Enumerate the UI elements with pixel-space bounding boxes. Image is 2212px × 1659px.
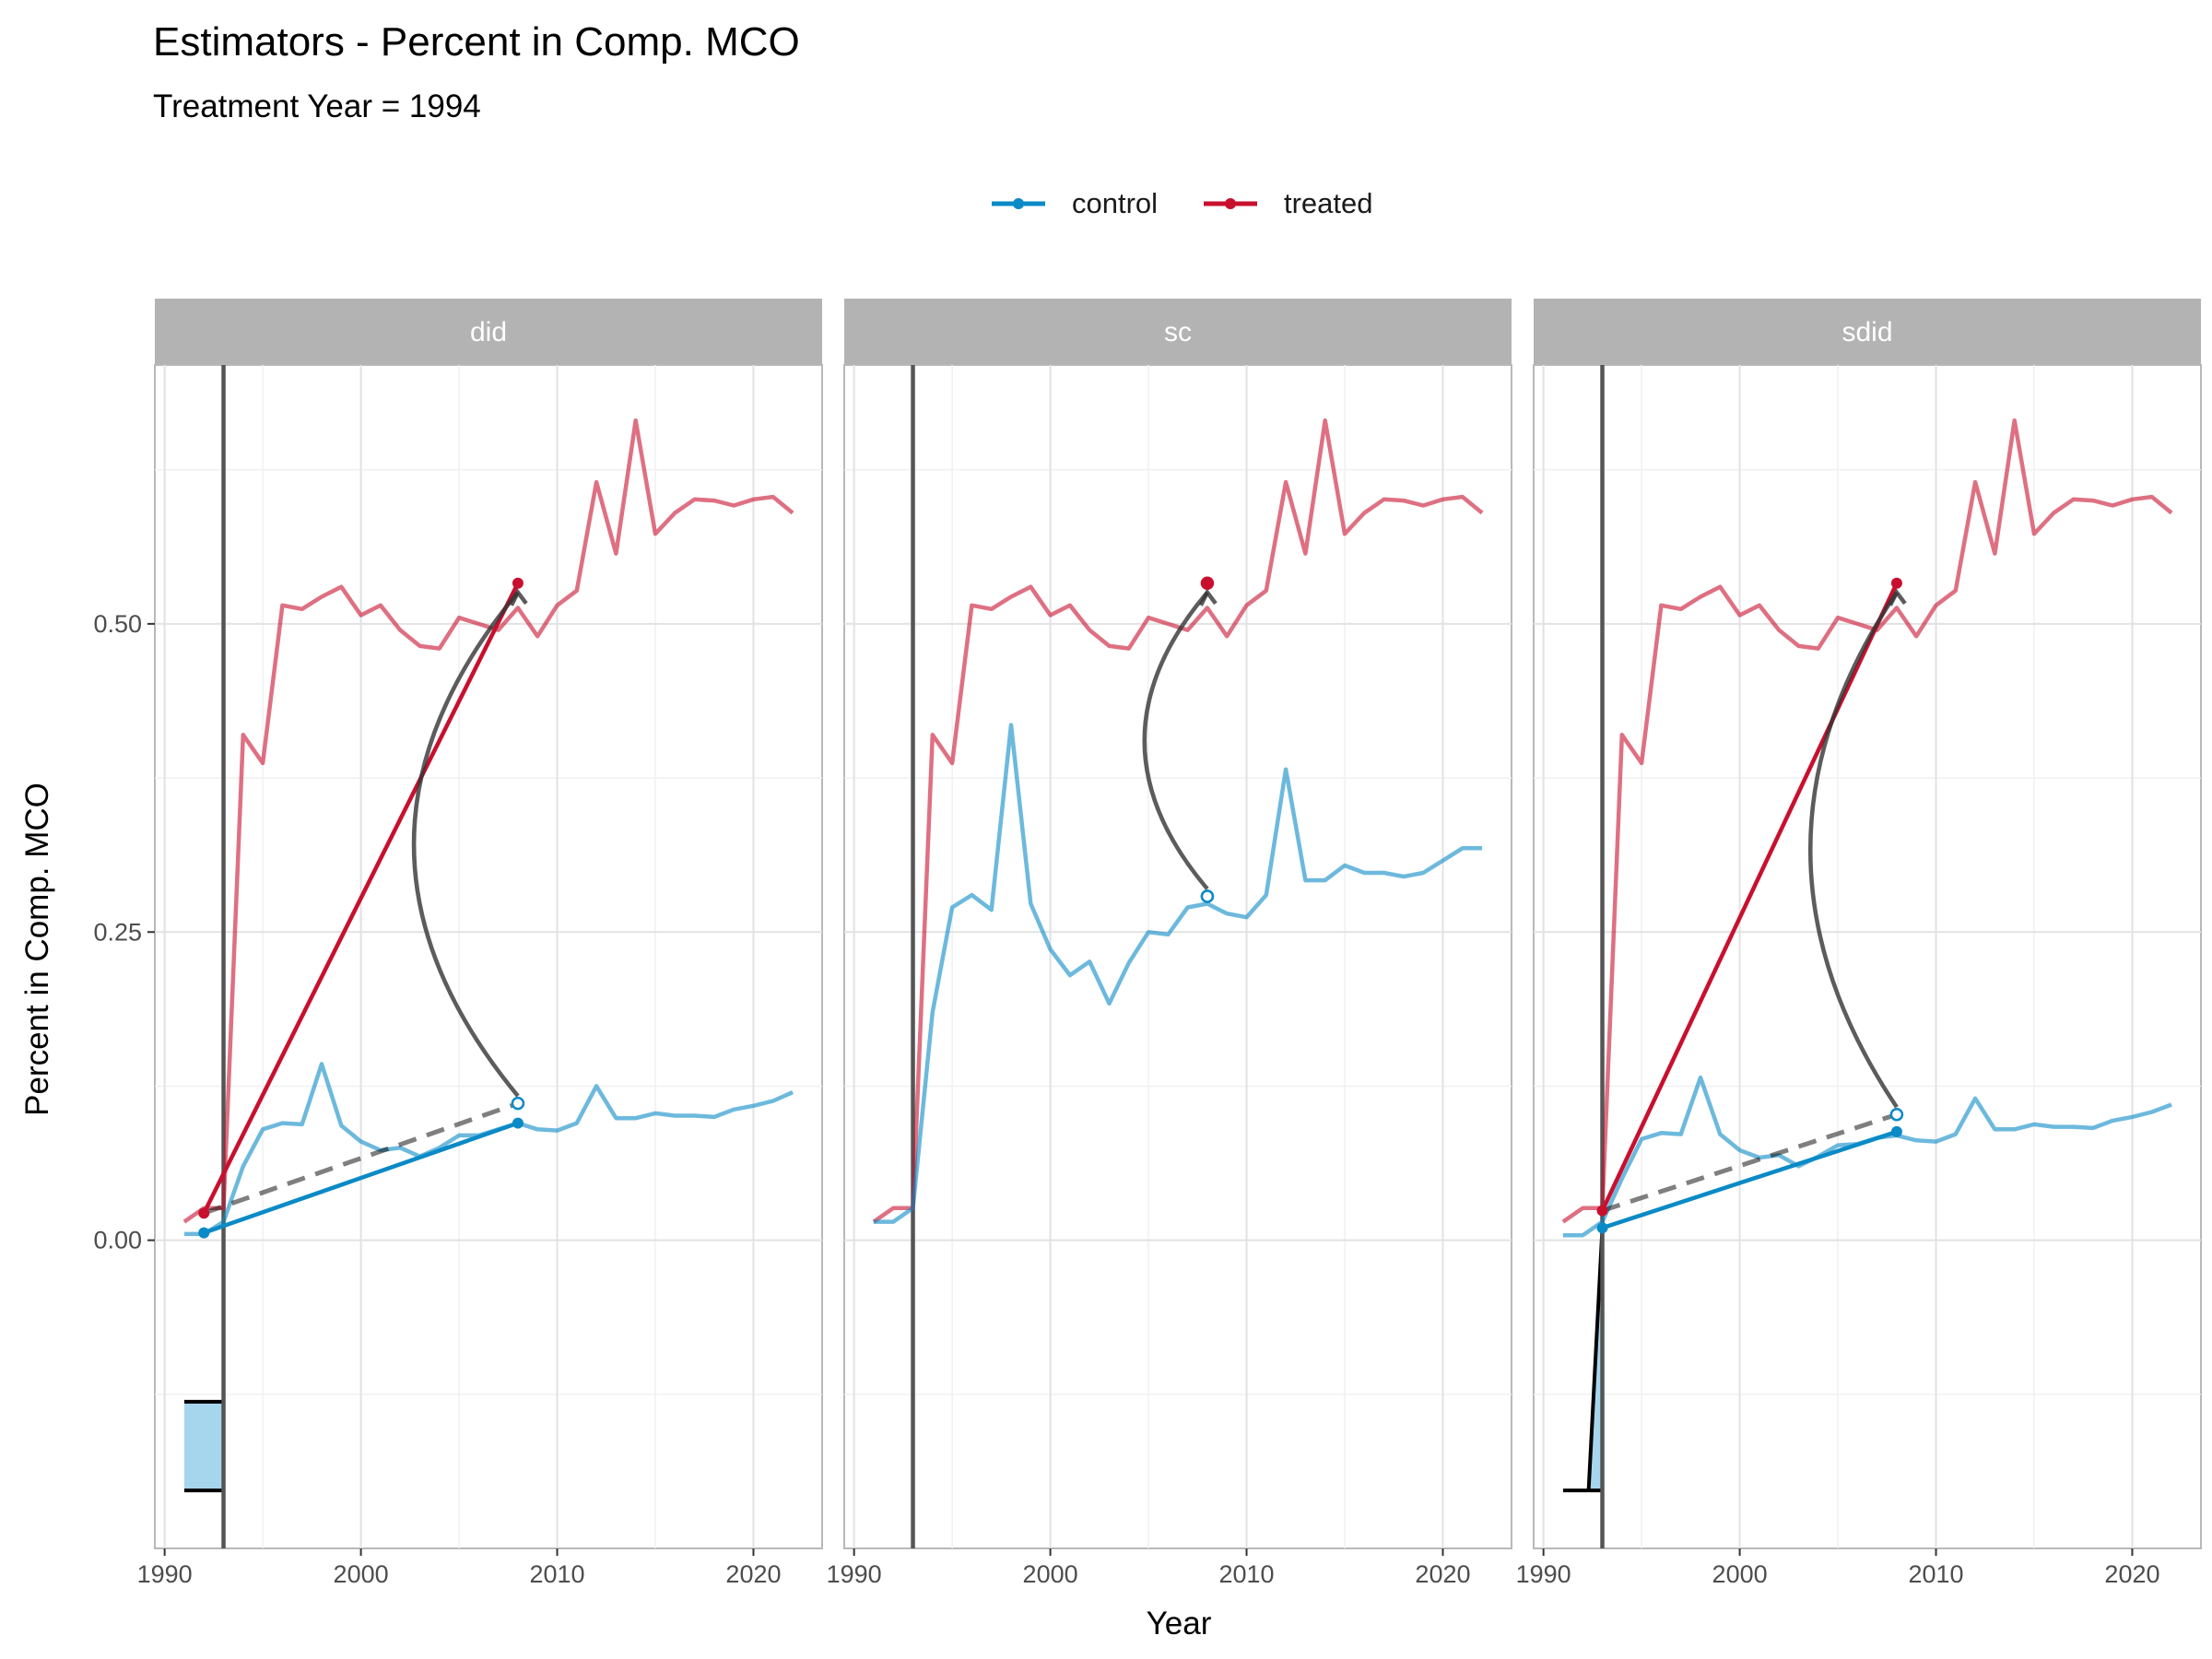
- control-point: [1596, 1222, 1608, 1234]
- panel-did: did 1990 2000 2010 2020 0.00 0.25 0.50: [93, 299, 823, 1588]
- grid-did: [155, 365, 822, 1548]
- effect-arrow: [1807, 591, 1899, 1109]
- effect-arrow-head: [1198, 588, 1218, 606]
- panel-border-sdid: [1533, 364, 2202, 1549]
- panel-border-sc: [843, 364, 1512, 1549]
- y-tick-label: 0.25: [93, 918, 142, 946]
- panel-border-did: [154, 364, 823, 1549]
- treated-point: [1890, 577, 1902, 589]
- x-tick-label: 2010: [1218, 1560, 1274, 1588]
- x-tick-label: 2000: [334, 1560, 389, 1588]
- y-axis-title: Percent in Comp. MCO: [19, 782, 55, 1116]
- strip-did: [155, 299, 822, 365]
- x-tick-label: 1990: [827, 1560, 882, 1588]
- series-line-treated: [182, 418, 794, 1224]
- strip-label-sc: sc: [1164, 317, 1192, 347]
- x-tick-label: 2000: [1712, 1560, 1768, 1588]
- legend-key-treated-point: [1225, 198, 1236, 209]
- x-tick-label: 2000: [1023, 1560, 1078, 1588]
- counterfactual-endpoint: [511, 1096, 525, 1111]
- control-point: [198, 1227, 210, 1239]
- endpoint-treated: [1200, 576, 1215, 590]
- treated-point: [198, 1207, 210, 1219]
- control-point: [512, 1117, 524, 1129]
- series-line-control: [873, 723, 1483, 1224]
- treated-point: [512, 577, 524, 589]
- panel-sc: sc 1990 2000 2010 2020: [827, 299, 1512, 1588]
- counterfactual-line: [203, 1100, 519, 1216]
- chart-subtitle: Treatment Year = 1994: [153, 88, 481, 124]
- control-point: [1890, 1125, 1902, 1137]
- treated-diff-segment: [1600, 582, 1899, 1212]
- x-axis-title: Year: [1147, 1606, 1212, 1641]
- strip-sc: [844, 299, 1512, 365]
- treated-diff-segment: [202, 582, 520, 1215]
- x-tick-label: 1990: [1516, 1560, 1571, 1588]
- strip-sdid: [1534, 299, 2201, 365]
- legend-label-control: control: [1072, 187, 1158, 219]
- y-tick-label: 0.50: [93, 610, 142, 638]
- strip-label-did: did: [470, 317, 507, 347]
- chart-title: Estimators - Percent in Comp. MCO: [153, 19, 800, 65]
- grid-sdid: [1534, 365, 2201, 1548]
- x-tick-label: 2020: [725, 1560, 781, 1588]
- counterfactual-endpoint: [1889, 1107, 1904, 1122]
- time-weight-spike: [1586, 1228, 1605, 1491]
- effect-arrow-head: [509, 588, 528, 606]
- legend-label-treated: treated: [1284, 187, 1373, 219]
- series-line-treated: [872, 418, 1484, 1224]
- panel-sdid: sdid 1990 2000 2010 2020: [1516, 299, 2202, 1588]
- x-tick-label: 2010: [529, 1560, 584, 1588]
- facet-panels: did 1990 2000 2010 2020 0.00 0.25 0.50 sc 1990 200…: [93, 299, 2202, 1588]
- legend-key-control-point: [1013, 198, 1024, 209]
- strip-label-sdid: sdid: [1841, 317, 1892, 347]
- legend: control treated: [992, 187, 1373, 219]
- treated-point: [1596, 1205, 1608, 1217]
- time-weight-bar: [183, 1401, 224, 1491]
- effect-arrow-head: [1888, 588, 1907, 606]
- series-line-treated: [1561, 418, 2173, 1224]
- control-diff-segment: [1601, 1129, 1898, 1230]
- x-tick-label: 2020: [2104, 1560, 2159, 1588]
- x-tick-label: 2010: [1908, 1560, 1963, 1588]
- x-tick-label: 1990: [137, 1560, 193, 1588]
- effect-arrow: [411, 591, 520, 1098]
- counterfactual-line: [1601, 1112, 1898, 1213]
- effect-arrow: [1142, 591, 1209, 890]
- control-diff-segment: [203, 1121, 519, 1235]
- endpoint-control: [1200, 889, 1215, 903]
- y-tick-label: 0.00: [93, 1227, 142, 1254]
- x-tick-label: 2020: [1415, 1560, 1470, 1588]
- grid-sc: [844, 365, 1512, 1548]
